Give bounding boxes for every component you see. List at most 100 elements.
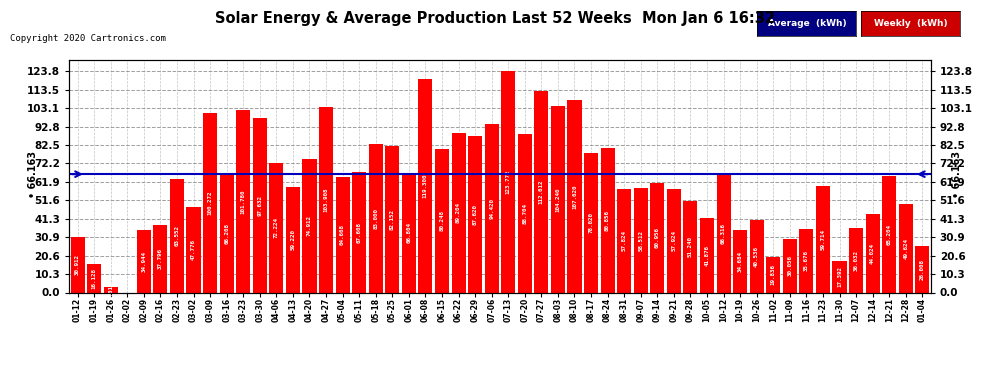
Bar [302,159,317,292]
Bar [220,174,234,292]
Text: 66.804: 66.804 [406,222,412,243]
Text: 47.776: 47.776 [191,239,196,260]
Text: 123.772: 123.772 [506,170,511,194]
Text: 16.128: 16.128 [92,268,97,289]
Bar [816,186,830,292]
Text: 34.684: 34.684 [738,251,742,272]
Bar [584,153,598,292]
Text: 107.620: 107.620 [572,184,577,209]
Text: 82.152: 82.152 [390,209,395,230]
Text: 64.668: 64.668 [341,224,346,245]
Text: 72.224: 72.224 [274,217,279,238]
Bar [634,188,647,292]
Text: 101.780: 101.780 [241,189,246,214]
Bar [203,113,217,292]
Text: 66.208: 66.208 [224,223,229,244]
Bar [783,239,797,292]
Bar [336,177,349,292]
Text: 60.956: 60.956 [654,228,659,249]
Bar [865,214,880,292]
Text: 89.204: 89.204 [456,202,461,223]
Bar [899,204,913,292]
Bar [849,228,863,292]
Bar [550,106,565,292]
Bar [451,133,465,292]
Bar [286,187,300,292]
Bar [882,176,896,292]
Bar [766,257,780,292]
Text: 94.420: 94.420 [489,198,494,219]
Text: 66.316: 66.316 [721,223,726,244]
Text: 119.300: 119.300 [423,174,428,198]
Text: 59.220: 59.220 [290,229,295,250]
Bar [319,106,333,292]
Text: 57.824: 57.824 [622,230,627,251]
Text: 37.796: 37.796 [157,248,163,269]
Bar [501,71,515,292]
Text: 78.020: 78.020 [588,212,594,233]
Text: 58.512: 58.512 [639,230,644,251]
Text: 112.612: 112.612 [539,180,544,204]
Text: 83.000: 83.000 [373,208,378,229]
Text: 49.624: 49.624 [903,238,908,259]
Bar [186,207,201,292]
Text: 34.944: 34.944 [142,251,147,272]
Bar [601,148,615,292]
Bar [104,287,118,292]
Bar [368,144,383,292]
Bar [535,91,548,292]
Text: • 66.163: • 66.163 [952,151,962,198]
Bar [435,149,449,292]
Bar [402,173,416,292]
Text: 87.620: 87.620 [472,204,477,225]
Bar [352,172,366,292]
Bar [87,264,101,292]
Bar [485,124,499,292]
Text: 30.912: 30.912 [75,254,80,275]
Bar [650,183,664,292]
Text: 44.024: 44.024 [870,243,875,264]
Bar [419,79,433,292]
Bar [237,111,250,292]
Text: 17.392: 17.392 [837,267,842,288]
Text: Average  (kWh): Average (kWh) [767,19,846,28]
Bar [252,118,267,292]
Bar [683,201,698,292]
Text: 41.876: 41.876 [705,244,710,266]
Bar [717,174,731,292]
Text: 103.908: 103.908 [324,188,329,212]
Text: Solar Energy & Average Production Last 52 Weeks  Mon Jan 6 16:32: Solar Energy & Average Production Last 5… [215,11,775,26]
Text: 19.836: 19.836 [771,264,776,285]
Text: 80.248: 80.248 [440,210,445,231]
Text: 30.056: 30.056 [787,255,792,276]
Bar [137,230,150,292]
Text: 40.536: 40.536 [754,246,759,267]
Bar [170,179,184,292]
Text: 63.552: 63.552 [174,225,179,246]
Text: Weekly  (kWh): Weekly (kWh) [874,19,947,28]
Bar [269,164,283,292]
Text: 3.012: 3.012 [108,281,113,298]
Text: 104.240: 104.240 [555,187,560,211]
Text: 57.924: 57.924 [671,230,676,251]
Text: 67.608: 67.608 [356,222,361,243]
Text: 100.272: 100.272 [208,190,213,215]
Bar [518,134,532,292]
Text: Copyright 2020 Cartronics.com: Copyright 2020 Cartronics.com [10,34,165,43]
Text: 36.032: 36.032 [853,250,858,271]
Bar [70,237,84,292]
Bar [749,220,763,292]
Text: 88.704: 88.704 [523,202,528,223]
Text: 26.008: 26.008 [920,259,925,280]
Text: 65.204: 65.204 [887,224,892,245]
Bar [916,246,930,292]
Text: 74.912: 74.912 [307,215,312,236]
Bar [700,217,714,292]
Bar [567,100,581,292]
Text: 59.714: 59.714 [821,229,826,250]
Bar [667,189,681,292]
Text: 80.856: 80.856 [605,210,610,231]
Bar [617,189,632,292]
Text: 35.676: 35.676 [804,250,809,271]
Bar [833,261,846,292]
